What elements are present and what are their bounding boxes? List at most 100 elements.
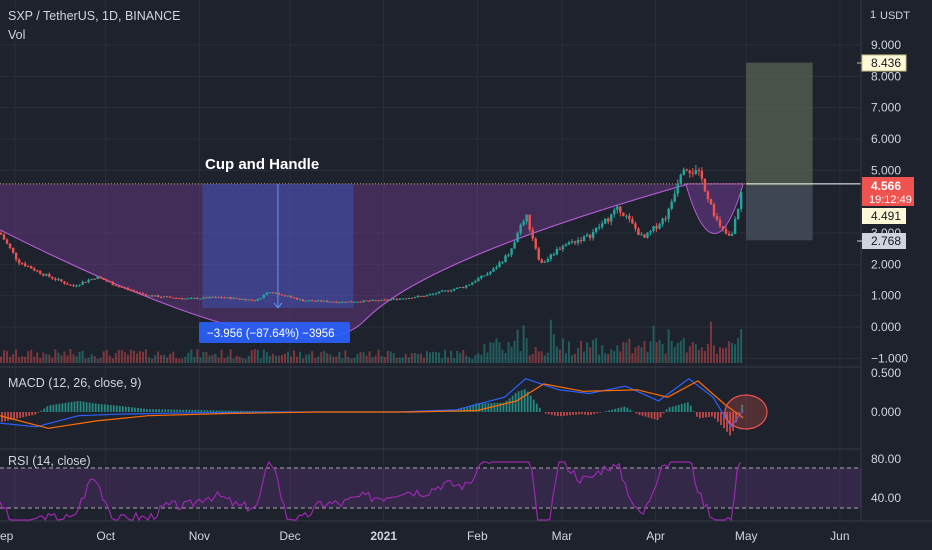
volume-legend[interactable]: Vol bbox=[8, 28, 25, 42]
volume-bar bbox=[561, 338, 564, 363]
long-position-stop-zone[interactable] bbox=[746, 186, 813, 241]
candle bbox=[2, 233, 6, 240]
candle bbox=[613, 207, 616, 218]
macd-histogram-bar bbox=[511, 395, 514, 412]
volume-bar bbox=[622, 341, 625, 363]
measure-label-box[interactable]: −3.956 (−87.64%) −3956 bbox=[199, 322, 350, 343]
macd-crossover-highlight[interactable] bbox=[724, 394, 768, 430]
macd-histogram-bar bbox=[556, 412, 559, 417]
volume-bar bbox=[154, 355, 157, 363]
macd-histogram-bar bbox=[76, 401, 79, 412]
pattern-title-label[interactable]: Cup and Handle bbox=[205, 156, 319, 173]
currency-prefix: 1 bbox=[870, 9, 876, 21]
candle bbox=[78, 284, 81, 287]
volume-bar bbox=[253, 349, 256, 363]
candle bbox=[23, 261, 27, 268]
long-position-target-zone[interactable] bbox=[746, 62, 813, 187]
candle bbox=[271, 291, 275, 294]
macd-histogram-bar bbox=[254, 410, 257, 412]
volume-bar bbox=[658, 339, 661, 363]
volume-bar bbox=[87, 357, 90, 363]
candle bbox=[631, 216, 634, 225]
candle bbox=[51, 276, 54, 280]
candle bbox=[356, 301, 359, 303]
macd-histogram-bar bbox=[547, 412, 550, 415]
volume-bar bbox=[78, 352, 81, 363]
candle bbox=[495, 265, 498, 270]
volume-bar bbox=[643, 341, 646, 363]
volume-bar bbox=[583, 351, 586, 363]
candle bbox=[132, 289, 136, 292]
volume-bar bbox=[480, 354, 483, 363]
time-tick-label: Oct bbox=[96, 529, 115, 543]
macd-histogram-bar bbox=[22, 412, 25, 418]
volume-bar bbox=[398, 357, 401, 363]
volume-bar bbox=[374, 355, 377, 363]
volume-bar bbox=[126, 354, 129, 363]
macd-histogram-bar bbox=[16, 412, 19, 419]
candle bbox=[193, 297, 196, 299]
macd-histogram-bar bbox=[647, 412, 650, 418]
macd-histogram-bar bbox=[472, 404, 475, 412]
volume-bar bbox=[226, 356, 229, 363]
macd-histogram-bar bbox=[61, 403, 64, 412]
macd-legend[interactable]: MACD (12, 26, close, 9) bbox=[8, 376, 141, 390]
volume-bar bbox=[453, 358, 456, 363]
macd-histogram-bar bbox=[623, 406, 626, 412]
macd-histogram-bar bbox=[659, 412, 662, 418]
candle bbox=[8, 243, 12, 250]
currency-label: USDT bbox=[880, 10, 910, 22]
macd-histogram-bar bbox=[221, 410, 224, 412]
volume-bar bbox=[564, 353, 567, 363]
volume-bar bbox=[552, 334, 555, 363]
volume-bar bbox=[277, 355, 280, 363]
candle bbox=[5, 238, 9, 245]
volume-bar bbox=[96, 358, 99, 363]
macd-histogram-bar bbox=[478, 403, 481, 412]
volume-bar bbox=[362, 352, 365, 363]
macd-histogram-bar bbox=[58, 403, 61, 412]
macd-histogram-bar bbox=[103, 404, 106, 412]
price-axis-labels[interactable]: 9.0008.0007.0006.0005.0003.0002.0001.000… bbox=[871, 38, 908, 365]
macd-histogram-bar bbox=[723, 412, 725, 429]
candle bbox=[20, 261, 24, 266]
time-axis-labels[interactable]: ep Oct Nov Dec 2021 Feb Mar Apr May Jun bbox=[0, 529, 850, 543]
volume-bar bbox=[731, 342, 734, 363]
candle bbox=[646, 232, 649, 239]
candle bbox=[570, 238, 574, 245]
volume-bar bbox=[625, 342, 628, 363]
volume-bar bbox=[528, 355, 531, 363]
volume-bar bbox=[244, 358, 247, 363]
volume-bar bbox=[592, 339, 595, 363]
candle bbox=[616, 204, 619, 214]
candle bbox=[709, 198, 713, 206]
candle bbox=[102, 277, 105, 281]
volume-bar bbox=[238, 356, 241, 363]
candle bbox=[178, 297, 181, 299]
macd-histogram-bar bbox=[158, 409, 160, 412]
candle bbox=[320, 299, 323, 303]
rsi-legend[interactable]: RSI (14, close) bbox=[8, 454, 91, 468]
volume-bar bbox=[640, 347, 643, 363]
macd-histogram-bar bbox=[484, 403, 487, 412]
volume-bar bbox=[380, 355, 383, 363]
symbol-legend[interactable]: SXP / TetherUS, 1D, BINANCE bbox=[8, 9, 181, 23]
candle bbox=[567, 240, 571, 246]
volume-bar bbox=[549, 319, 552, 363]
macd-histogram-bar bbox=[91, 403, 94, 412]
candle bbox=[516, 231, 519, 243]
volume-bar bbox=[123, 352, 126, 363]
macd-histogram-bar bbox=[683, 403, 686, 412]
candle bbox=[619, 206, 622, 217]
volume-bar bbox=[368, 351, 371, 363]
volume-bar bbox=[0, 356, 2, 363]
macd-histogram-bar bbox=[112, 405, 115, 412]
macd-histogram-bar bbox=[64, 402, 67, 412]
volume-bar bbox=[555, 346, 558, 363]
candle bbox=[211, 296, 214, 298]
volume-bar bbox=[543, 355, 546, 363]
candle bbox=[383, 298, 386, 301]
volume-bar bbox=[438, 352, 441, 363]
volume-bar bbox=[220, 349, 223, 363]
